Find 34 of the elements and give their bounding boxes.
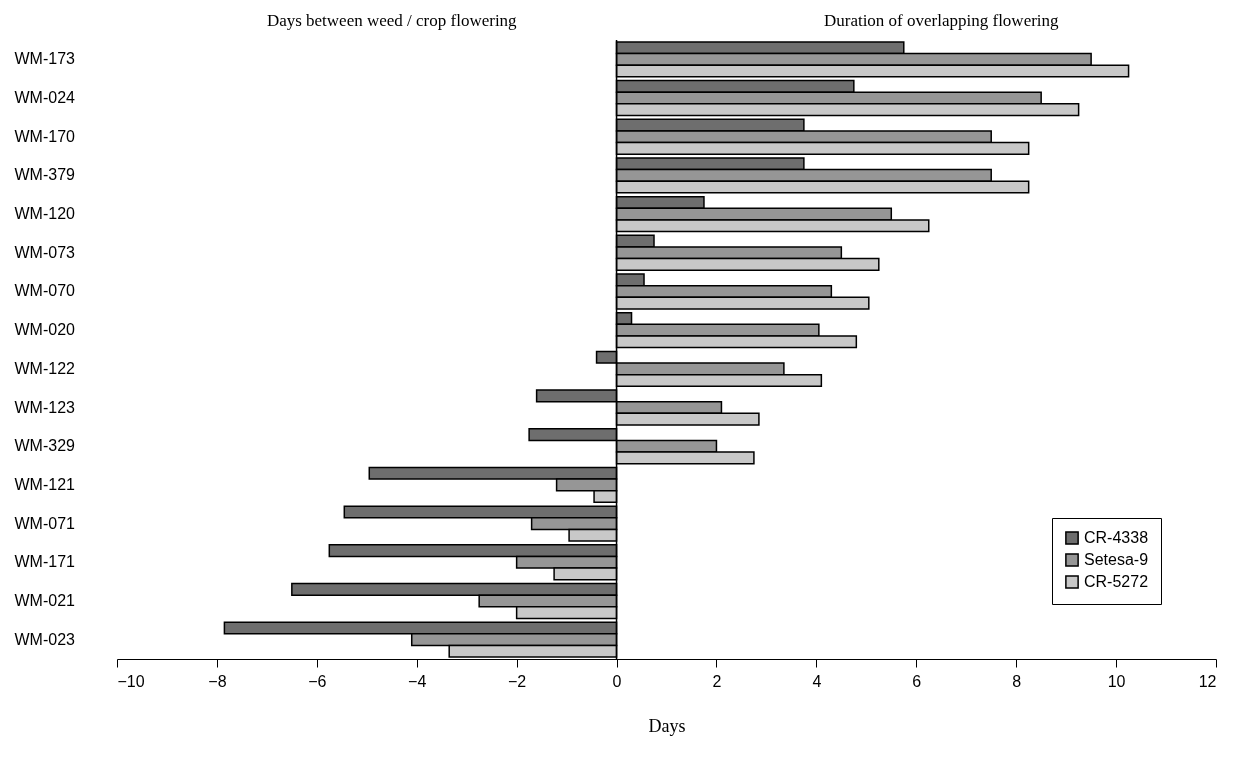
y-tick-label: WM-379 [14,166,76,184]
y-tick-label: WM-329 [14,437,76,455]
x-tick-label: 4 [812,672,822,690]
legend-label: CR-4338 [1084,529,1149,546]
text: Days between weed / crop flowering [266,11,518,30]
x-tick-label: 12 [1198,672,1217,690]
x-tick-label: −6 [308,672,327,690]
legend-label: CR-5272 [1084,573,1149,590]
y-tick-label: WM-073 [14,243,76,261]
x-tick-label: 10 [1107,672,1126,690]
text: Duration of overlapping flowering [823,11,1060,30]
x-tick-label: −8 [208,672,227,690]
y-tick-label: WM-024 [14,89,76,107]
x-tick-label: 2 [712,672,722,690]
y-tick-label: WM-020 [14,321,76,339]
y-tick-label: WM-070 [14,282,76,300]
x-tick-label: 6 [912,672,922,690]
x-tick-label: −4 [408,672,427,690]
y-tick-label: WM-023 [14,630,76,648]
y-tick-label: WM-071 [14,514,76,532]
x-tick-label: −2 [508,672,527,690]
y-tick-label: WM-171 [14,553,76,571]
y-tick-label: WM-170 [14,127,76,145]
x-tick-label: 0 [612,672,622,690]
y-tick-label: WM-121 [14,475,76,493]
x-axis-title: Days [648,715,686,736]
y-tick-label: WM-021 [14,591,76,609]
y-tick-label: WM-173 [14,50,76,68]
y-tick-label: WM-120 [14,205,76,223]
y-tick-label: WM-122 [14,359,76,377]
x-tick-label: 8 [1012,672,1022,690]
x-tick-label: −10 [117,672,145,690]
legend-label: Setesa-9 [1084,551,1149,568]
y-tick-label: WM-123 [14,398,76,416]
